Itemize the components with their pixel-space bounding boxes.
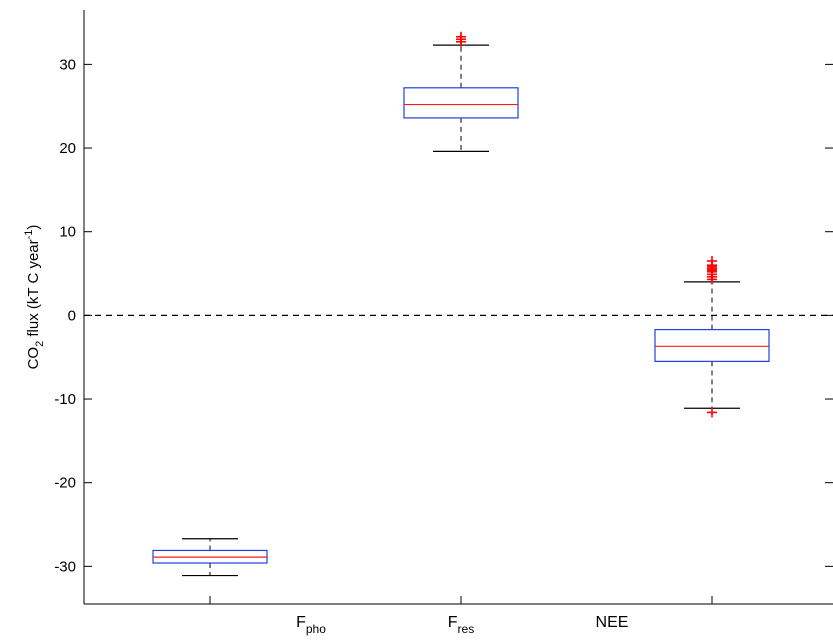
y-tick-label: 0	[68, 307, 76, 324]
box-iqr	[654, 328, 770, 362]
labels-layer: -30 -20 -10 0 10 20 30 Fpho Fres NEE CO2 flux (kT …	[23, 56, 628, 636]
y-tick-label: -10	[54, 391, 76, 408]
y-axis-label: CO2 flux (kT C year-1)	[23, 225, 46, 370]
x-category-label: Fpho	[296, 614, 326, 636]
x-category-label: Fres	[448, 614, 474, 636]
y-tick-label: -30	[54, 558, 76, 575]
y-tick-label: 10	[59, 224, 76, 241]
y-tick-label: 20	[59, 140, 76, 157]
y-tick-label: 30	[59, 56, 76, 73]
boxes-layer	[152, 31, 770, 577]
x-category-label: NEE	[596, 614, 629, 631]
box-iqr	[403, 87, 519, 119]
axes-layer	[83, 10, 833, 605]
y-tick-label: -20	[54, 475, 76, 492]
